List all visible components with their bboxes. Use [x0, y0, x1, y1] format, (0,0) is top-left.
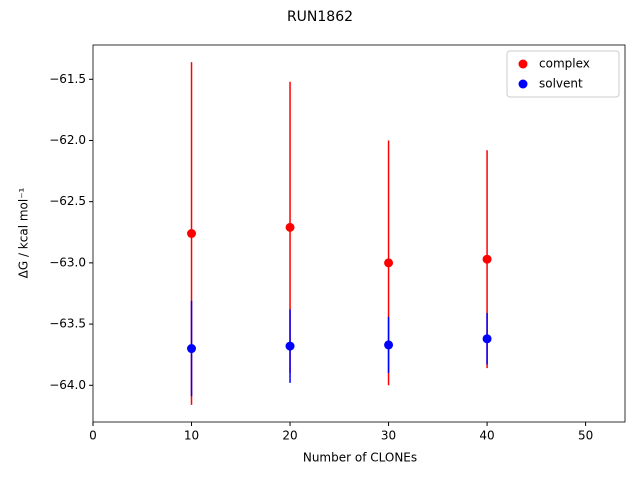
legend-label: complex: [539, 57, 590, 71]
x-axis-label: Number of CLONEs: [303, 451, 417, 465]
point: [285, 222, 295, 232]
y-tick-label: −64.0: [49, 378, 86, 392]
legend-marker: [518, 59, 528, 69]
x-tick-label: 40: [479, 429, 494, 443]
legend-label: solvent: [539, 77, 583, 91]
x-tick-label: 20: [282, 429, 297, 443]
point: [187, 229, 197, 238]
y-tick-label: −62.5: [49, 194, 86, 208]
y-tick-label: −62.0: [49, 133, 86, 147]
chart-title: RUN1862: [287, 9, 353, 25]
x-tick-label: 50: [578, 429, 593, 443]
plot-frame: [92, 44, 626, 423]
point: [482, 254, 492, 264]
legend-marker: [518, 79, 528, 89]
x-tick-label: 30: [381, 429, 396, 443]
point: [187, 344, 197, 354]
y-axis-label: ΔG / kcal mol⁻¹: [17, 187, 31, 278]
legend-box: [506, 50, 620, 98]
y-tick-label: −61.5: [49, 72, 86, 86]
y-tick-label: −63.0: [49, 255, 86, 269]
y-tick-label: −63.5: [49, 317, 86, 331]
x-tick-label: 0: [89, 429, 97, 443]
point: [384, 340, 394, 350]
point: [482, 334, 492, 344]
point: [285, 341, 295, 351]
x-tick-label: 10: [184, 429, 199, 443]
point: [384, 258, 394, 268]
